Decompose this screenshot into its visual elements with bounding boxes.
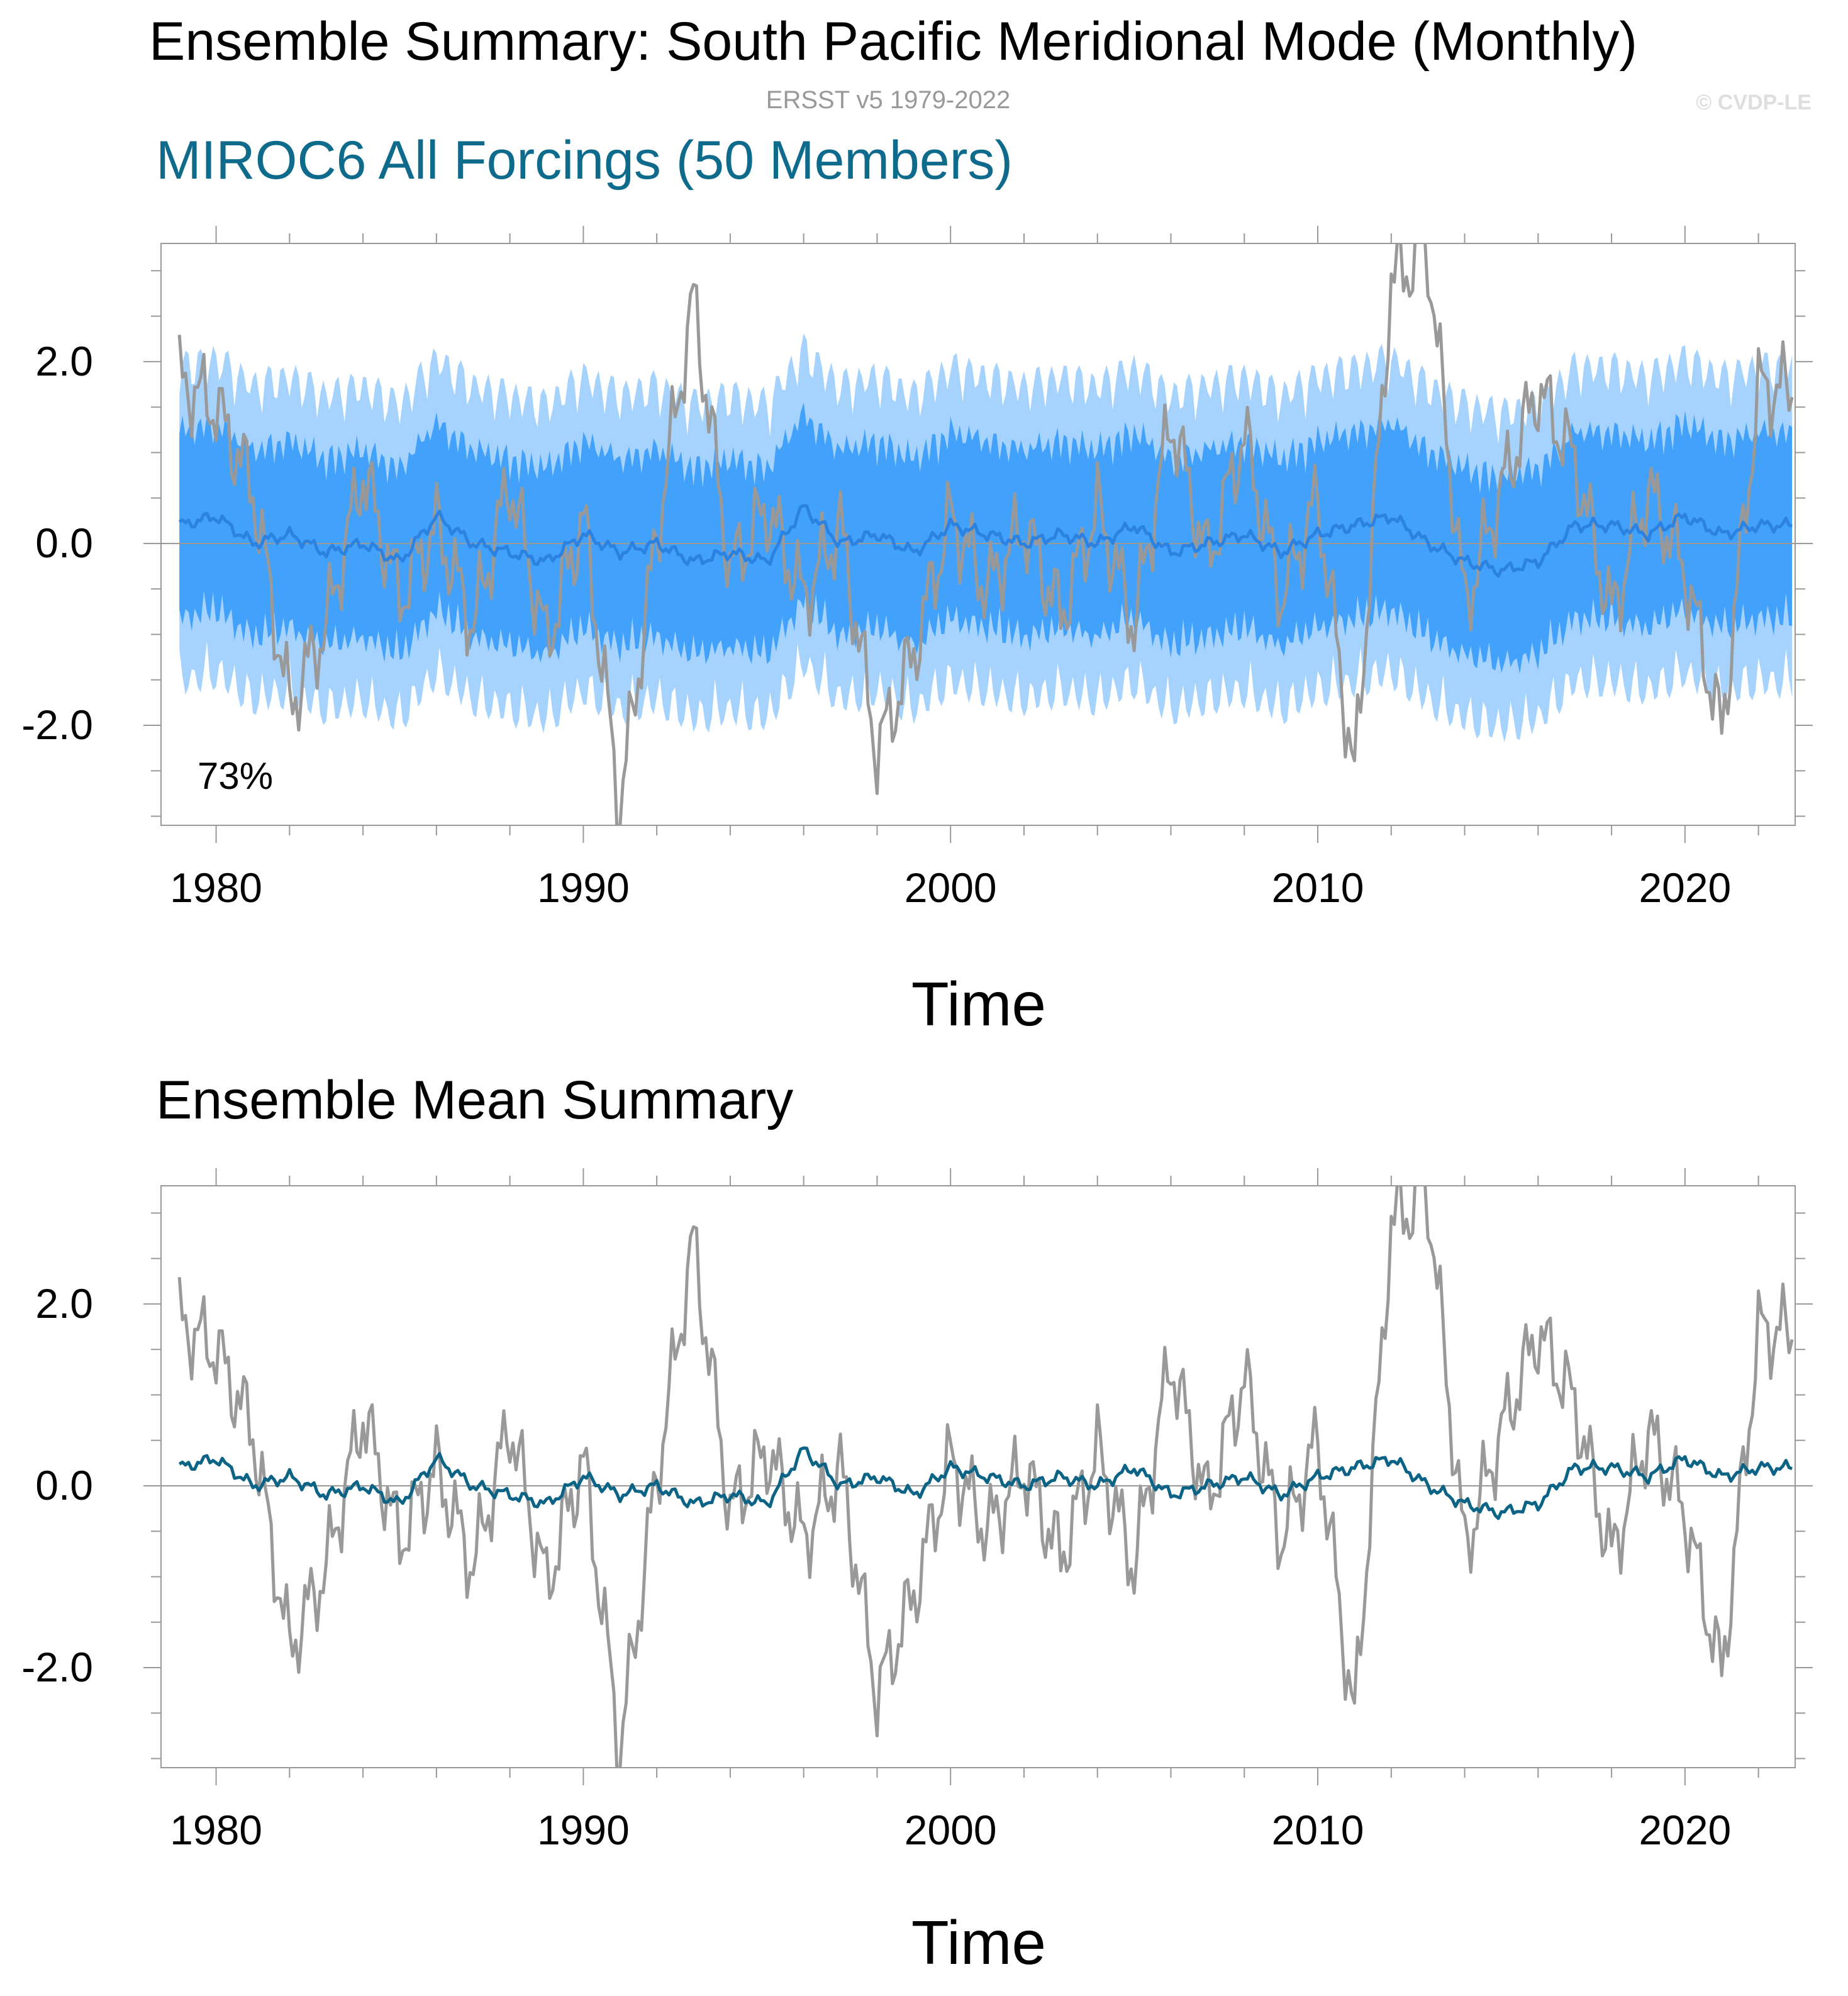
panel1-ytick-label: 2.0 xyxy=(35,338,93,384)
panel2-plot-area xyxy=(161,1186,1795,1768)
panel1-x-axis-title: Time xyxy=(911,969,1046,1039)
panel1-plot: 1980 1990 2000 2010 2020 -2.0 0.0 2.0 xyxy=(21,226,1813,911)
panel1-ytick-label: -2.0 xyxy=(21,701,93,748)
panel1-xtick-label: 1990 xyxy=(537,864,630,911)
panel2-xtick-label: 2000 xyxy=(905,1807,997,1853)
panel1-xtick-label: 2000 xyxy=(905,864,997,911)
panel2-ytick-label: 2.0 xyxy=(35,1280,93,1327)
panel2-ytick-label: -2.0 xyxy=(21,1644,93,1690)
panel2-observations-line xyxy=(177,1186,1794,1768)
panel2-frame xyxy=(160,1185,1796,1768)
copyright-label: © CVDP-LE xyxy=(1696,91,1812,114)
panel2-ensemble-mean-line xyxy=(178,1446,1793,1520)
panel1-ytick-label: 0.0 xyxy=(35,520,93,566)
panel2-title: Ensemble Mean Summary xyxy=(156,1070,793,1130)
panel2-x-axis-title: Time xyxy=(911,1908,1046,1977)
panel2-ytick-label: 0.0 xyxy=(35,1462,93,1508)
figure-subtitle: ERSST v5 1979-2022 xyxy=(766,86,1010,114)
panel1-percent-annotation: 73% xyxy=(198,755,273,797)
panel2-xtick-label: 2020 xyxy=(1639,1807,1731,1853)
panel1-xtick-label: 2020 xyxy=(1639,864,1731,911)
panel2-xtick-label: 1990 xyxy=(537,1807,630,1853)
panel1-title: MIROC6 All Forcings (50 Members) xyxy=(156,130,1013,191)
panel1-frame xyxy=(160,243,1796,826)
figure-title: Ensemble Summary: South Pacific Meridion… xyxy=(149,11,1637,72)
panel1-ensemble-mean-line xyxy=(178,504,1793,578)
panel2-xtick-label: 1980 xyxy=(170,1807,262,1853)
panel1-plot-area xyxy=(161,243,1795,825)
panel1-observations-line xyxy=(177,243,1794,825)
panel1-xtick-label: 1980 xyxy=(170,864,262,911)
panel2-xtick-label: 2010 xyxy=(1272,1807,1364,1853)
panel1-xtick-label: 2010 xyxy=(1272,864,1364,911)
panel2-plot: 1980 1990 2000 2010 2020 -2.0 0.0 2.0 xyxy=(21,1168,1813,1853)
